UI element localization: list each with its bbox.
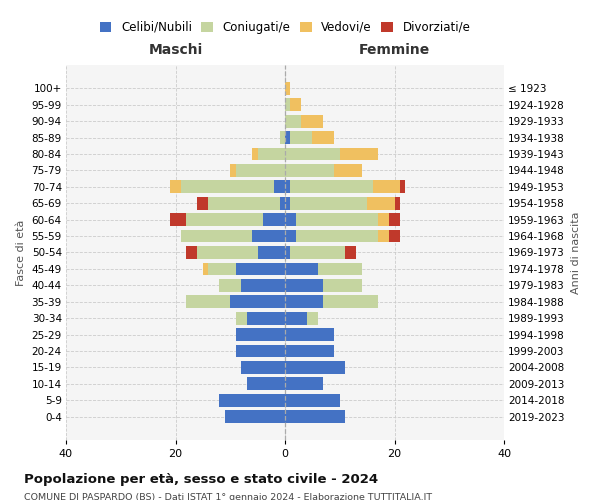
Bar — [290, 246, 345, 259]
Bar — [290, 132, 313, 144]
Bar — [285, 132, 290, 144]
Bar — [318, 262, 362, 276]
Bar — [285, 214, 296, 226]
Bar — [220, 279, 241, 291]
Bar — [170, 214, 187, 226]
Bar — [230, 164, 236, 177]
Bar — [257, 246, 285, 259]
Bar — [285, 148, 340, 160]
Bar — [236, 328, 285, 341]
Bar — [285, 197, 290, 209]
Bar — [285, 82, 290, 95]
Bar — [285, 361, 345, 374]
Bar — [203, 262, 208, 276]
Bar — [373, 180, 400, 194]
Bar — [296, 214, 378, 226]
Bar — [285, 180, 290, 194]
Bar — [208, 262, 236, 276]
Bar — [285, 279, 323, 291]
Bar — [247, 312, 285, 324]
Bar — [367, 197, 395, 209]
Bar — [236, 344, 285, 358]
Bar — [285, 344, 334, 358]
Bar — [187, 246, 197, 259]
Bar — [285, 115, 301, 128]
Bar — [236, 262, 285, 276]
Bar — [208, 197, 280, 209]
Bar — [187, 214, 263, 226]
Bar — [389, 214, 400, 226]
Bar — [236, 312, 247, 324]
Bar — [301, 115, 323, 128]
Bar — [263, 214, 285, 226]
Bar — [290, 98, 301, 111]
Bar — [290, 180, 373, 194]
Bar — [241, 279, 285, 291]
Bar — [285, 262, 318, 276]
Text: Maschi: Maschi — [148, 44, 203, 58]
Text: Femmine: Femmine — [359, 44, 430, 58]
Legend: Celibi/Nubili, Coniugati/e, Vedovi/e, Divorziati/e: Celibi/Nubili, Coniugati/e, Vedovi/e, Di… — [97, 18, 473, 36]
Bar — [241, 361, 285, 374]
Bar — [274, 180, 285, 194]
Bar — [285, 296, 323, 308]
Bar — [285, 246, 290, 259]
Bar — [285, 98, 290, 111]
Bar — [389, 230, 400, 242]
Bar — [378, 230, 389, 242]
Bar — [296, 230, 378, 242]
Bar — [378, 214, 389, 226]
Bar — [323, 296, 378, 308]
Bar — [285, 378, 323, 390]
Bar — [230, 296, 285, 308]
Bar — [395, 197, 400, 209]
Text: COMUNE DI PASPARDO (BS) - Dati ISTAT 1° gennaio 2024 - Elaborazione TUTTITALIA.I: COMUNE DI PASPARDO (BS) - Dati ISTAT 1° … — [24, 492, 432, 500]
Bar — [285, 164, 334, 177]
Bar — [252, 230, 285, 242]
Bar — [285, 410, 345, 423]
Bar — [285, 312, 307, 324]
Bar — [252, 148, 257, 160]
Bar — [285, 394, 340, 406]
Bar — [285, 328, 334, 341]
Bar — [400, 180, 406, 194]
Bar — [290, 197, 367, 209]
Text: Popolazione per età, sesso e stato civile - 2024: Popolazione per età, sesso e stato civil… — [24, 472, 378, 486]
Bar — [257, 148, 285, 160]
Bar — [285, 230, 296, 242]
Bar — [323, 279, 362, 291]
Bar — [187, 296, 230, 308]
Bar — [307, 312, 318, 324]
Bar — [181, 230, 252, 242]
Bar — [340, 148, 378, 160]
Bar — [225, 410, 285, 423]
Bar — [197, 246, 257, 259]
Bar — [170, 180, 181, 194]
Bar — [280, 197, 285, 209]
Bar — [334, 164, 362, 177]
Y-axis label: Anni di nascita: Anni di nascita — [571, 211, 581, 294]
Bar — [236, 164, 285, 177]
Bar — [197, 197, 208, 209]
Bar — [313, 132, 334, 144]
Bar — [247, 378, 285, 390]
Bar — [220, 394, 285, 406]
Bar — [345, 246, 356, 259]
Y-axis label: Fasce di età: Fasce di età — [16, 220, 26, 286]
Bar — [280, 132, 285, 144]
Bar — [181, 180, 274, 194]
